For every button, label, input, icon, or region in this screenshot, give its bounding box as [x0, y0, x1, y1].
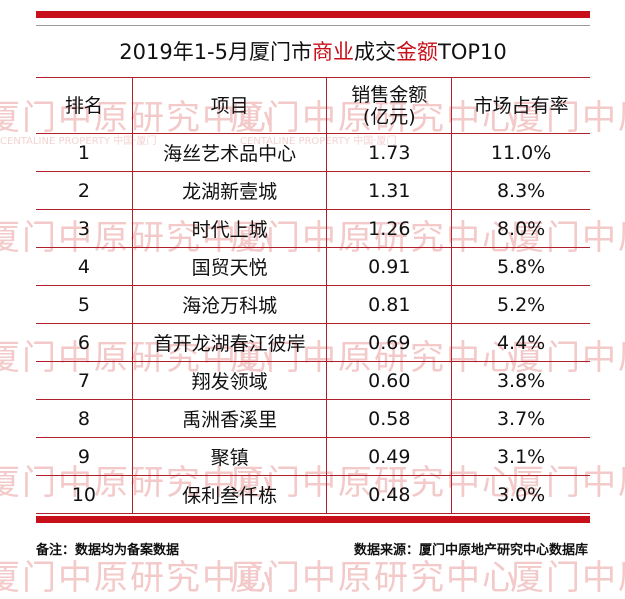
table-row: 5 海沧万科城 0.81 5.2% — [36, 285, 590, 324]
top-red-bar — [36, 11, 590, 18]
table-header: 排名 项目 销售金额 (亿元) 市场占有率 — [36, 77, 590, 134]
table-row: 6 首开龙湖春江彼岸 0.69 4.4% — [36, 323, 590, 362]
table-row: 3 时代上城 1.26 8.0% — [36, 209, 590, 248]
table-row: 7 翔发领域 0.60 3.8% — [36, 361, 590, 400]
ranking-table: 排名 项目 销售金额 (亿元) 市场占有率 1 海丝艺术品中心 1.73 11.0% 2… — [36, 77, 590, 514]
table-row: 8 禹洲香溪里 0.58 3.7% — [36, 399, 590, 438]
bottom-red-bar — [36, 516, 590, 523]
table-row: 9 聚镇 0.49 3.1% — [36, 437, 590, 476]
footnote-source: 数据来源：厦门中原地产研究中心数据库 — [353, 543, 588, 558]
top-divider — [36, 25, 590, 26]
table-row: 2 龙湖新壹城 1.31 8.3% — [36, 171, 590, 210]
header-rank: 排名 — [36, 77, 133, 134]
table-row: 10 保利叁仟栋 0.48 3.0% — [36, 475, 590, 514]
table-row: 4 国贸天悦 0.91 5.8% — [36, 247, 590, 286]
page-title: 2019年1-5月厦门市商业成交金额TOP10 — [119, 40, 507, 64]
table-row: 1 海丝艺术品中心 1.73 11.0% — [36, 133, 590, 172]
header-share: 市场占有率 — [451, 77, 590, 134]
header-amount: 销售金额 (亿元) — [326, 77, 453, 134]
header-project: 项目 — [132, 77, 328, 134]
footnote-note: 备注：数据均为备案数据 — [36, 543, 180, 558]
